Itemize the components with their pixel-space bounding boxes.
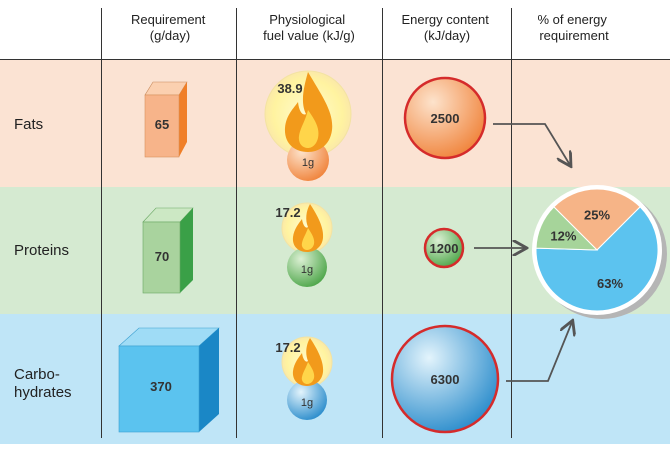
fuel-value-carbohydrates: 17.2 xyxy=(275,340,300,355)
band-carbohydrates xyxy=(0,314,670,444)
grid-lines xyxy=(0,8,670,438)
pie-label-proteins: 12% xyxy=(550,228,576,243)
energy-sphere-carbohydrates: 6300 xyxy=(390,324,500,434)
unit-label-proteins: 1g xyxy=(301,264,313,276)
energy-value-proteins: 1200 xyxy=(430,241,459,256)
fuel-graphic-carbohydrates: 1g 17.2 xyxy=(275,336,333,420)
requirement-box-carbohydrates: 370 xyxy=(118,327,220,433)
fuel-graphic-fats: 1g 38.9 xyxy=(264,70,352,181)
pie-label-carbohydrates: 63% xyxy=(597,276,623,291)
connector-arrows xyxy=(474,123,572,382)
row-label-carbohydrates: Carbo- hydrates xyxy=(14,366,72,401)
energy-value-carbohydrates: 6300 xyxy=(431,372,460,387)
header-requirement: Requirement (g/day) xyxy=(131,12,209,43)
header-fuel-value: Physiological fuel value (kJ/g) xyxy=(263,12,355,43)
row-label-proteins: Proteins xyxy=(14,242,69,259)
pie-label-fats: 25% xyxy=(584,208,610,223)
energy-value-fats: 2500 xyxy=(431,111,460,126)
sphere-proteins xyxy=(287,247,327,287)
header-energy-content: Energy content (kJ/day) xyxy=(401,12,492,43)
row-label-fats: Fats xyxy=(14,116,43,133)
unit-label-fats: 1g xyxy=(302,157,314,169)
unit-label-carbohydrates: 1g xyxy=(301,397,313,409)
sphere-carbohydrates xyxy=(287,380,327,420)
arrow-fats xyxy=(493,123,570,165)
requirement-box-proteins: 70 xyxy=(142,207,194,294)
energy-pie-chart: 25% 63% 12% xyxy=(532,185,667,319)
requirement-value-proteins: 70 xyxy=(155,249,169,264)
pie-slice-fats xyxy=(553,188,641,251)
fuel-graphic-proteins: 1g 17.2 xyxy=(275,202,333,287)
header-percent-energy: % of energy requirement xyxy=(538,12,611,43)
fuel-value-fats: 38.9 xyxy=(277,81,302,96)
requirement-value-fats: 65 xyxy=(155,117,169,132)
fuel-value-proteins: 17.2 xyxy=(275,205,300,220)
energy-sphere-proteins: 1200 xyxy=(423,227,465,269)
arrow-carbohydrates xyxy=(506,322,572,382)
requirement-value-carbohydrates: 370 xyxy=(150,379,172,394)
pie-slice-carbohydrates xyxy=(535,206,659,312)
energy-sphere-fats: 2500 xyxy=(403,76,487,160)
requirement-box-fats: 65 xyxy=(144,81,188,158)
pie-slice-proteins xyxy=(535,206,599,251)
